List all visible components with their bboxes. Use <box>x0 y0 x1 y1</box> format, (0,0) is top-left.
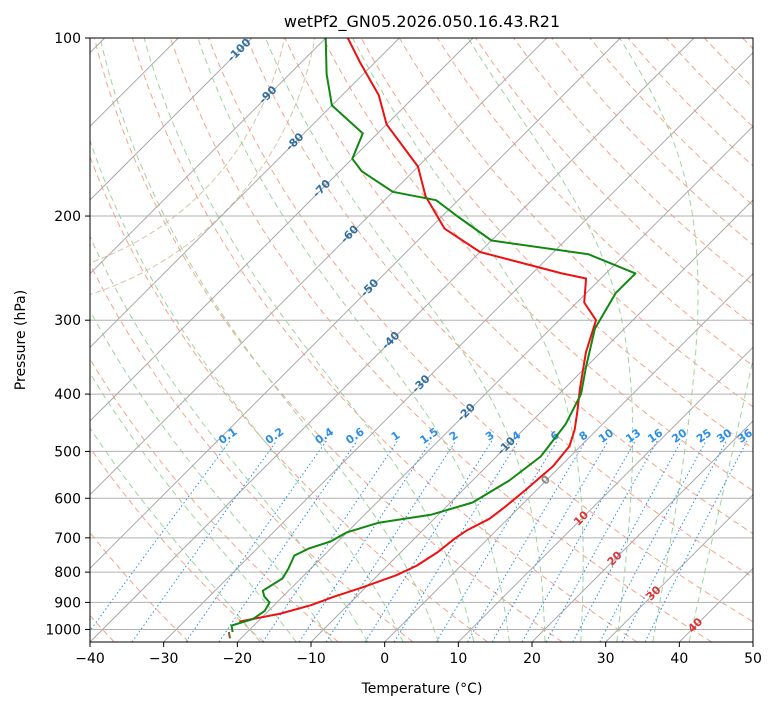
x-tick-label: 20 <box>523 651 541 667</box>
y-tick-label: 400 <box>54 387 81 403</box>
x-tick-label: 0 <box>380 651 389 667</box>
x-axis-label: Temperature (°C) <box>361 681 483 697</box>
x-tick-label: −30 <box>149 651 179 667</box>
dry-adiabat <box>131 38 638 642</box>
y-tick-label: 100 <box>54 31 81 47</box>
mixing-ratio-line <box>298 440 432 642</box>
dry-adiabat <box>90 446 264 642</box>
isotherm-line <box>90 38 400 349</box>
moist-adiabat <box>90 235 369 642</box>
y-tick-label: 600 <box>54 491 81 507</box>
isotherm-line <box>310 199 753 642</box>
y-axis-label: Pressure (hPa) <box>13 290 29 390</box>
moist-adiabat <box>99 38 439 642</box>
mixing-ratio-line <box>325 440 457 642</box>
isotherm-line <box>457 346 753 642</box>
isotherm-line <box>90 38 253 201</box>
dry-adiabat <box>90 262 414 642</box>
profile-series <box>227 38 637 639</box>
moist-adiabat <box>143 38 475 642</box>
chart-title: wetPf2_GN05.2026.050.16.43.R21 <box>284 12 560 32</box>
isotherm-line <box>384 272 753 642</box>
x-tick-label: 10 <box>449 651 467 667</box>
plot-frame <box>89 37 754 643</box>
x-tick-label: 50 <box>744 651 762 667</box>
dry-adiabat <box>246 38 753 578</box>
y-tick-label: 1000 <box>45 622 81 638</box>
isobars <box>90 38 753 630</box>
y-axis-ticks: 1000 900 800 700 600 500 400 300 200 100 <box>45 31 90 638</box>
isotherm-line <box>90 38 621 570</box>
y-tick-label: 200 <box>54 209 81 225</box>
mixing-ratio-line <box>491 440 609 642</box>
mixing-ratio-line <box>521 440 636 642</box>
y-tick-label: 300 <box>54 313 81 329</box>
x-tick-label: −40 <box>75 651 105 667</box>
moist-adiabat <box>688 356 753 642</box>
moist-adiabat <box>90 309 333 642</box>
mixing-ratio-line <box>90 440 231 632</box>
moist-adiabat <box>352 38 584 642</box>
isotherm-line <box>90 38 474 422</box>
y-tick-label: 500 <box>54 444 81 460</box>
moist-adiabat <box>90 372 297 642</box>
moist-adiabat <box>197 38 510 642</box>
x-tick-label: 40 <box>670 651 688 667</box>
isotherm-line <box>236 125 753 642</box>
y-tick-label: 800 <box>54 565 81 581</box>
x-tick-label: 30 <box>597 651 615 667</box>
mixing-ratio-line <box>545 440 658 642</box>
isotherm-line <box>531 420 753 642</box>
surface-marker <box>227 631 231 639</box>
dry-adiabat <box>90 358 339 642</box>
dry-adiabat <box>208 38 753 623</box>
moist-adiabat <box>265 38 546 642</box>
y-tick-label: 700 <box>54 531 81 547</box>
dry-adiabat <box>322 38 753 492</box>
y-tick-label: 900 <box>54 595 81 611</box>
mixing-ratio-line <box>218 440 358 642</box>
moist-adiabat <box>90 427 261 642</box>
dry-adiabat <box>284 38 753 535</box>
moist-adiabat <box>619 38 699 642</box>
mixing-ratio-line <box>644 440 748 642</box>
isotherm-line <box>163 51 753 642</box>
x-tick-label: −20 <box>223 651 253 667</box>
x-axis-ticks: −40 −30 −20 −10 0 10 20 30 40 50 <box>75 642 762 667</box>
isotherm-line <box>90 38 327 275</box>
isotherm-line <box>90 38 695 642</box>
mixing-ratio-line <box>467 440 586 642</box>
moist-adiabats <box>90 38 753 642</box>
dry-adiabat <box>93 38 563 642</box>
mixing-ratio-line <box>262 440 399 642</box>
mixing-ratio-line <box>364 440 493 642</box>
dry-adiabat <box>513 38 753 286</box>
isotherm-line <box>90 38 548 496</box>
mixing-ratio-line <box>393 440 519 642</box>
mixing-ratio-line <box>185 440 327 642</box>
x-tick-label: −10 <box>296 651 326 667</box>
dry-adiabat <box>475 38 753 326</box>
temperature-profile-line <box>239 38 597 623</box>
isotherm-line <box>605 493 753 642</box>
mixing-ratio-lines <box>90 440 748 642</box>
isotherms <box>90 38 753 642</box>
mixing-ratio-label: 36 <box>735 426 755 446</box>
moist-adiabat <box>90 139 404 642</box>
plot-area: -100-90-80-70-60-50-40-30-20-10010203040… <box>90 38 755 642</box>
dewpoint-profile-line <box>230 38 637 633</box>
